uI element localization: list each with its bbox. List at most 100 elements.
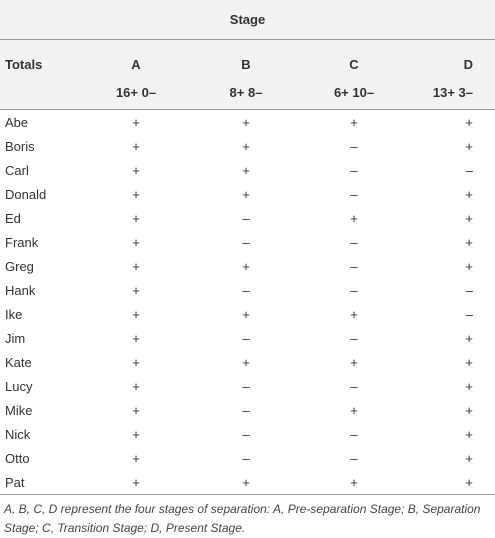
total: 6+ 10– — [300, 76, 408, 110]
cell: – — [350, 234, 358, 250]
totals-label: Totals — [5, 57, 43, 72]
cell: + — [242, 186, 250, 202]
cell: + — [242, 114, 250, 130]
cell: + — [465, 330, 474, 346]
row-name: Otto — [5, 450, 30, 466]
cell: + — [132, 378, 140, 394]
column-header: B — [241, 57, 251, 72]
cell: – — [350, 282, 358, 298]
cell: + — [465, 210, 474, 226]
row-name: Kate — [5, 354, 32, 370]
column-header: A — [131, 57, 141, 72]
cell: + — [465, 402, 474, 418]
table-row: Carl + + – – — [0, 158, 495, 182]
cell: – — [242, 210, 250, 226]
row-name: Nick — [5, 426, 31, 442]
cell: – — [242, 402, 250, 418]
empty-cell — [0, 76, 80, 110]
cell: + — [350, 402, 358, 418]
cell: + — [465, 354, 474, 370]
cell: + — [350, 354, 358, 370]
cell: + — [465, 114, 474, 130]
cell: – — [465, 162, 474, 178]
row-name: Jim — [5, 330, 26, 346]
cell: + — [132, 162, 140, 178]
table-row: Ike + + + – — [0, 302, 495, 326]
cell: – — [465, 306, 474, 322]
cell: – — [242, 378, 250, 394]
cell: + — [132, 426, 140, 442]
table-row: Nick + – – + — [0, 422, 495, 446]
cell: + — [132, 306, 140, 322]
cell: – — [242, 330, 250, 346]
cell: + — [350, 114, 358, 130]
cell: – — [350, 426, 358, 442]
table-row: Jim + – – + — [0, 326, 495, 350]
cell: + — [242, 258, 250, 274]
cell: + — [465, 450, 474, 466]
table-body: Abe + + + + Boris + + – + Carl + + – – Donald + + – + Ed + – + +… — [0, 110, 495, 495]
cell: + — [132, 258, 140, 274]
table-row: Greg + + – + — [0, 254, 495, 278]
cell: – — [350, 162, 358, 178]
cell: – — [242, 426, 250, 442]
table-row: Donald + + – + — [0, 182, 495, 206]
cell: – — [242, 450, 250, 466]
row-name: Mike — [5, 402, 33, 418]
total: 16+ 0– — [80, 76, 192, 110]
cell: + — [465, 426, 474, 442]
cell: + — [132, 114, 140, 130]
cell: – — [242, 234, 250, 250]
cell: – — [350, 330, 358, 346]
table-row: Ed + – + + — [0, 206, 495, 230]
cell: + — [132, 282, 140, 298]
column-header: D — [463, 57, 474, 72]
data-table: Stage Totals A B C D 16+ 0– 8+ 8– 6+ 10–… — [0, 0, 495, 495]
cell: + — [132, 234, 140, 250]
row-name: Greg — [5, 258, 34, 274]
footnote: A, B, C, D represent the four stages of … — [4, 502, 481, 535]
cell: + — [242, 354, 250, 370]
row-name: Ed — [5, 210, 21, 226]
cell: + — [242, 306, 250, 322]
cell: + — [242, 162, 250, 178]
table-row: Hank + – – – — [0, 278, 495, 302]
column-header: C — [349, 57, 359, 72]
row-name: Abe — [5, 114, 29, 130]
cell: – — [350, 138, 358, 154]
row-name: Lucy — [5, 378, 33, 394]
cell: + — [80, 470, 192, 495]
cell: + — [350, 306, 358, 322]
table-header: Stage Totals A B C D 16+ 0– 8+ 8– 6+ 10–… — [0, 0, 495, 110]
table-row: Pat + + + + — [0, 470, 495, 495]
cell: + — [132, 330, 140, 346]
row-name: Boris — [5, 138, 35, 154]
cell: + — [465, 234, 474, 250]
cell: – — [350, 258, 358, 274]
row-name: Pat — [0, 470, 80, 495]
cell: + — [465, 378, 474, 394]
cell: + — [300, 470, 408, 495]
row-name: Hank — [5, 282, 36, 298]
row-name: Ike — [5, 306, 23, 322]
cell: – — [350, 378, 358, 394]
table-row: Mike + – + + — [0, 398, 495, 422]
cell: + — [132, 354, 140, 370]
cell: + — [132, 138, 140, 154]
cell: – — [465, 282, 474, 298]
column-row: Totals A B C D — [0, 39, 495, 76]
cell: + — [408, 470, 495, 495]
table-row: Kate + + + + — [0, 350, 495, 374]
totals-row: 16+ 0– 8+ 8– 6+ 10– 13+ 3– — [0, 76, 495, 110]
table-row: Frank + – – + — [0, 230, 495, 254]
cell: + — [242, 138, 250, 154]
table-row: Otto + – – + — [0, 446, 495, 470]
cell: – — [350, 450, 358, 466]
total: 8+ 8– — [192, 76, 300, 110]
table-row: Abe + + + + — [0, 110, 495, 135]
cell: + — [350, 210, 358, 226]
table-row: Boris + + – + — [0, 134, 495, 158]
cell: + — [132, 210, 140, 226]
cell: + — [132, 450, 140, 466]
